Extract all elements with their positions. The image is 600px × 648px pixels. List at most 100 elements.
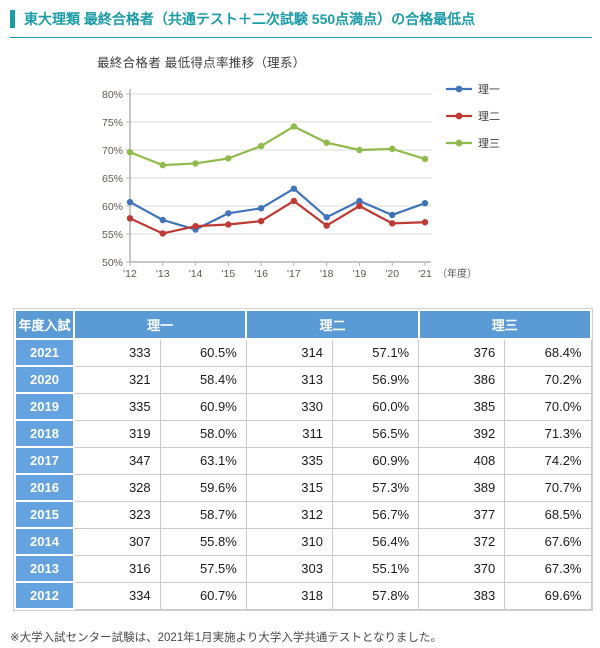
value-cell: 68.4% xyxy=(504,338,592,367)
value-cell: 335 xyxy=(73,392,161,421)
table-row: 2021 333 60.5% 314 57.1% 376 68.4% xyxy=(14,338,592,367)
table-row: 2020 321 58.4% 313 56.9% 386 70.2% xyxy=(14,365,592,394)
year-cell: 2018 xyxy=(14,419,75,448)
value-cell: 313 xyxy=(245,365,333,394)
score-table: 年度入試 理一 理二 理三 2021 333 60.5% 314 57.1% 376 68.… xyxy=(14,309,593,610)
value-cell: 376 xyxy=(418,338,506,367)
value-cell: 68.5% xyxy=(504,500,592,529)
value-cell: 70.0% xyxy=(504,392,592,421)
page-title: 東大理類 最終合格者（共通テスト＋二次試験 550点満点）の合格最低点 xyxy=(10,10,592,28)
value-cell: 56.7% xyxy=(331,500,420,529)
value-cell: 58.4% xyxy=(159,365,247,394)
y-tick-label: 70% xyxy=(102,145,123,157)
year-cell: 2014 xyxy=(14,527,75,556)
value-cell: 310 xyxy=(245,527,333,556)
value-cell: 58.0% xyxy=(159,419,247,448)
series-line-理三 xyxy=(128,125,427,167)
value-cell: 55.8% xyxy=(159,527,247,556)
legend-marker xyxy=(455,85,463,93)
value-cell: 57.5% xyxy=(159,554,247,583)
x-tick-label: '19 xyxy=(353,268,367,280)
value-cell: 67.3% xyxy=(504,554,592,583)
year-cell: 2017 xyxy=(14,446,75,475)
series-line-理一 xyxy=(128,187,427,231)
data-point-理二 xyxy=(421,219,429,226)
y-tick-label: 50% xyxy=(102,257,123,269)
value-cell: 60.0% xyxy=(331,392,420,421)
value-cell: 60.9% xyxy=(331,446,420,475)
value-cell: 334 xyxy=(73,581,161,610)
value-cell: 70.7% xyxy=(504,473,592,502)
data-point-理三 xyxy=(257,142,265,150)
x-tick-label: '21 xyxy=(418,268,432,280)
value-cell: 330 xyxy=(245,392,333,421)
table-row: 2013 316 57.5% 303 55.1% 370 67.3% xyxy=(14,554,592,583)
x-tick-label: '13 xyxy=(156,268,170,280)
value-cell: 56.5% xyxy=(331,419,420,448)
value-cell: 57.1% xyxy=(331,338,420,367)
value-cell: 335 xyxy=(245,446,333,475)
data-point-理一 xyxy=(290,185,298,192)
data-point-理三 xyxy=(421,155,429,163)
data-point-理一 xyxy=(356,197,363,205)
data-point-理二 xyxy=(323,222,330,229)
year-cell: 2021 xyxy=(14,338,75,367)
value-cell: 389 xyxy=(418,473,506,502)
y-tick-label: 55% xyxy=(102,229,123,241)
data-point-理二 xyxy=(159,230,166,237)
data-point-理三 xyxy=(159,161,166,169)
value-cell: 314 xyxy=(245,338,333,367)
section-header: 東大理類 最終合格者（共通テスト＋二次試験 550点満点）の合格最低点 xyxy=(10,10,592,38)
data-point-理三 xyxy=(192,160,199,167)
data-point-理二 xyxy=(389,220,396,227)
x-tick-label: '17 xyxy=(287,268,301,280)
value-cell: 386 xyxy=(418,365,506,394)
data-point-理一 xyxy=(126,198,134,206)
y-tick-label: 65% xyxy=(102,173,123,185)
x-tick-label: '18 xyxy=(320,268,334,280)
value-cell: 315 xyxy=(245,473,333,502)
value-cell: 303 xyxy=(245,554,333,583)
value-cell: 318 xyxy=(245,581,333,610)
legend-label: 理三 xyxy=(478,137,500,150)
legend-label: 理一 xyxy=(478,83,500,96)
legend-marker xyxy=(455,139,463,147)
data-point-理三 xyxy=(225,155,232,162)
year-cell: 2019 xyxy=(14,392,75,421)
value-cell: 370 xyxy=(418,554,506,583)
value-cell: 71.3% xyxy=(504,419,592,448)
data-point-理三 xyxy=(356,146,363,154)
legend-label: 理二 xyxy=(478,110,500,123)
chart-section: 最終合格者 最低得点率推移（理系） 50% 55% 60% 65% 70% 75% 80% '… xyxy=(0,52,600,292)
value-cell: 316 xyxy=(73,554,161,583)
value-cell: 307 xyxy=(73,527,161,556)
data-point-理三 xyxy=(323,139,330,146)
x-tick-label: '12 xyxy=(123,268,137,280)
value-cell: 59.6% xyxy=(159,473,247,502)
value-cell: 372 xyxy=(418,527,506,556)
col-header-ri3: 理三 xyxy=(417,309,593,340)
data-point-理一 xyxy=(323,214,330,221)
year-cell: 2020 xyxy=(14,365,75,394)
value-cell: 60.7% xyxy=(159,581,247,610)
line-chart: 50% 55% 60% 65% 70% 75% 80% '12 '13 '14 '15 '16 '17 '… xyxy=(102,83,500,280)
col-header-ri1: 理一 xyxy=(72,309,248,340)
data-point-理一 xyxy=(257,205,265,212)
value-cell: 60.5% xyxy=(159,338,247,367)
x-tick-label: '16 xyxy=(254,268,268,280)
data-point-理二 xyxy=(126,215,134,222)
series-line-理二 xyxy=(128,199,427,235)
x-tick-label: '14 xyxy=(189,268,203,280)
table-row: 2019 335 60.9% 330 60.0% 385 70.0% xyxy=(14,392,592,421)
chart-title: 最終合格者 最低得点率推移（理系） xyxy=(97,56,306,70)
col-header-ri2: 理二 xyxy=(245,309,420,340)
year-cell: 2016 xyxy=(14,473,75,502)
data-point-理二 xyxy=(225,221,232,228)
value-cell: 328 xyxy=(73,473,161,502)
year-cell: 2012 xyxy=(14,581,75,610)
value-cell: 312 xyxy=(245,500,333,529)
table-row: 2018 319 58.0% 311 56.5% 392 71.3% xyxy=(14,419,592,448)
value-cell: 74.2% xyxy=(504,446,592,475)
x-tick-label: '15 xyxy=(221,268,235,280)
value-cell: 70.2% xyxy=(504,365,592,394)
